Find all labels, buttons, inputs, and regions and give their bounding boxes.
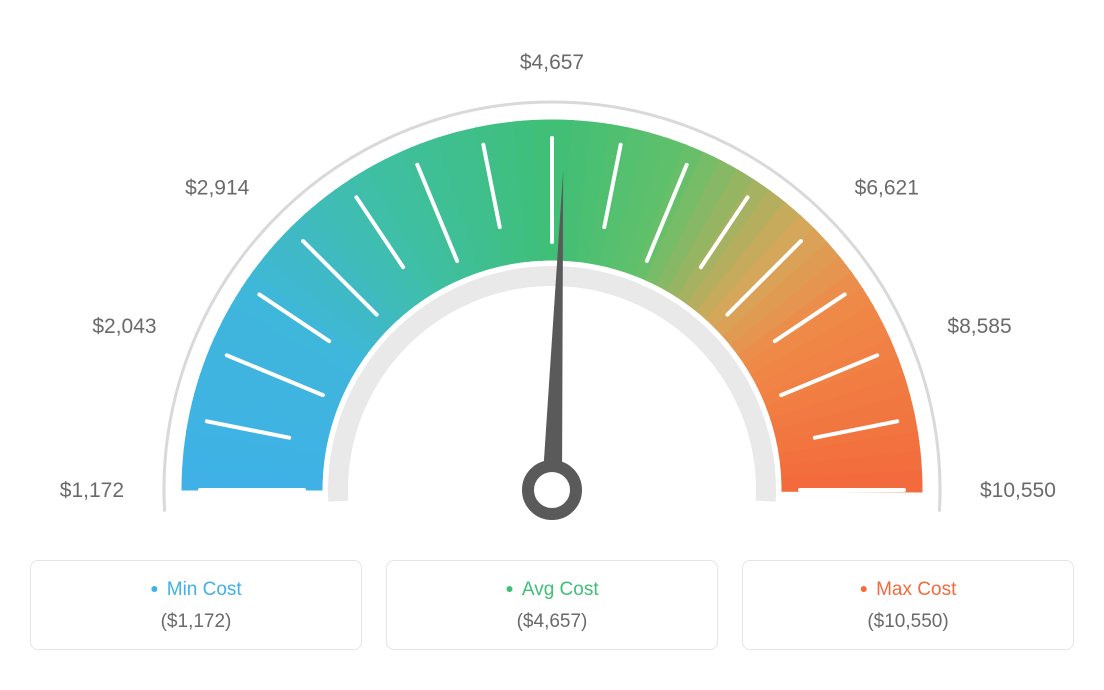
legend-value-min: ($1,172) (43, 611, 349, 633)
legend-title-min: Min Cost (43, 579, 349, 601)
legend-card-min: Min Cost ($1,172) (30, 560, 362, 650)
gauge-svg: $1,172 $2,043 $2,914 $4,657 $6,621 $8,585 $10,… (20, 20, 1084, 550)
cost-gauge-chart: $1,172 $2,043 $2,914 $4,657 $6,621 $8,585 $10,… (20, 20, 1084, 650)
gauge-tick-label: $4,657 (520, 51, 584, 74)
legend-title-avg: Avg Cost (399, 579, 705, 601)
legend-title-max: Max Cost (755, 579, 1061, 601)
gauge-tick-label: $2,914 (185, 176, 250, 199)
gauge-tick-label: $10,550 (980, 479, 1056, 502)
legend-row: Min Cost ($1,172) Avg Cost ($4,657) Max … (30, 560, 1074, 650)
gauge-tick-label: $8,585 (947, 315, 1011, 338)
legend-value-max: ($10,550) (755, 611, 1061, 633)
gauge-tick-label: $1,172 (60, 479, 124, 502)
gauge-tick-label: $2,043 (92, 315, 156, 338)
legend-value-avg: ($4,657) (399, 611, 705, 633)
gauge-svg-wrap: $1,172 $2,043 $2,914 $4,657 $6,621 $8,585 $10,… (20, 20, 1084, 550)
legend-card-max: Max Cost ($10,550) (742, 560, 1074, 650)
gauge-needle-hub (528, 466, 576, 514)
legend-card-avg: Avg Cost ($4,657) (386, 560, 718, 650)
gauge-tick-label: $6,621 (855, 176, 919, 199)
